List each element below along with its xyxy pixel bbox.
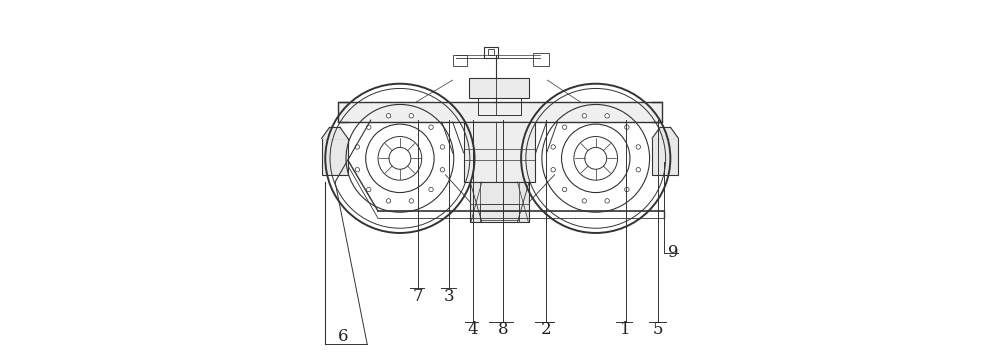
Bar [464, 122, 535, 182]
Circle shape [355, 145, 360, 149]
Circle shape [409, 114, 414, 118]
Text: 6: 6 [338, 328, 348, 345]
Polygon shape [652, 127, 678, 138]
Circle shape [440, 167, 445, 172]
Bar [469, 78, 529, 98]
Text: 5: 5 [652, 321, 663, 338]
Polygon shape [322, 127, 348, 138]
Circle shape [367, 125, 371, 130]
Circle shape [625, 125, 629, 130]
Circle shape [409, 199, 414, 203]
Bar [652, 138, 678, 175]
Circle shape [429, 187, 433, 192]
Text: 1: 1 [620, 321, 631, 338]
Bar [533, 53, 549, 66]
Circle shape [551, 167, 555, 172]
Circle shape [636, 145, 640, 149]
Bar [470, 182, 529, 222]
Circle shape [562, 187, 567, 192]
Circle shape [355, 167, 360, 172]
Circle shape [386, 199, 391, 203]
Circle shape [386, 114, 391, 118]
Text: 3: 3 [444, 288, 454, 305]
Text: 2: 2 [541, 321, 551, 338]
Text: 4: 4 [467, 321, 478, 338]
Circle shape [429, 125, 433, 130]
Text: 7: 7 [413, 288, 423, 305]
Circle shape [367, 187, 371, 192]
Circle shape [636, 167, 640, 172]
Bar [484, 47, 498, 58]
Circle shape [605, 199, 609, 203]
Circle shape [440, 145, 445, 149]
Bar [488, 49, 494, 55]
Circle shape [625, 187, 629, 192]
Text: 9: 9 [668, 245, 678, 261]
Bar [478, 98, 521, 115]
Circle shape [582, 114, 587, 118]
Bar [322, 138, 348, 175]
Circle shape [551, 145, 555, 149]
Circle shape [562, 125, 567, 130]
Text: 8: 8 [498, 321, 508, 338]
Circle shape [605, 114, 609, 118]
Bar [480, 204, 519, 220]
Circle shape [582, 199, 587, 203]
Bar [453, 55, 467, 66]
Bar [338, 102, 662, 122]
